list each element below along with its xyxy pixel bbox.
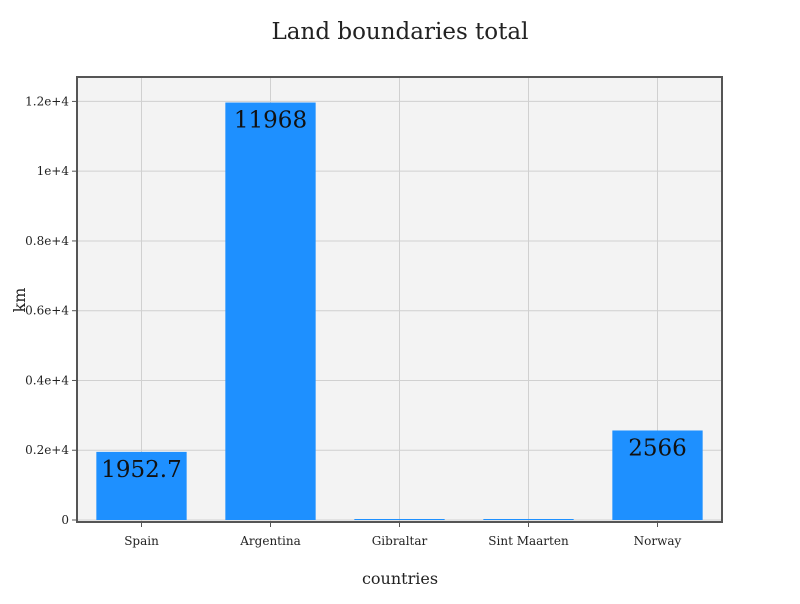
y-axis-ticks: 0 0.2e+4 0.4e+4 0.6e+4 0.8e+4 1e+4 1.2e+4 [25, 94, 77, 527]
x-axis-title: countries [362, 569, 438, 588]
x-tick-label: Gibraltar [372, 534, 428, 548]
chart-title: Land boundaries total [272, 19, 529, 45]
grid-lines [77, 77, 722, 522]
y-tick-label: 1e+4 [37, 164, 70, 178]
bars [96, 102, 703, 521]
y-tick-label: 1.2e+4 [25, 94, 69, 108]
bar-spain [96, 451, 187, 520]
x-tick-label: Sint Maarten [488, 534, 569, 548]
bar-argentina [225, 102, 316, 521]
y-tick-label: 0.4e+4 [25, 373, 69, 387]
y-tick-label: 0.6e+4 [25, 304, 69, 318]
data-label: 1952.7 [101, 457, 181, 483]
y-axis-title: km [10, 288, 29, 313]
x-axis-ticks: Spain Argentina Gibraltar Sint Maarten Norwa… [124, 522, 682, 548]
x-tick-label: Argentina [239, 534, 300, 548]
bar-norway [612, 430, 703, 520]
y-tick-label: 0.8e+4 [25, 234, 69, 248]
bar-gibraltar [354, 519, 445, 520]
y-tick-label: 0.2e+4 [25, 443, 69, 457]
data-labels: 1952.7 11968 2566 [101, 108, 687, 483]
bar-sint-maarten [483, 519, 574, 520]
y-tick-label: 0 [61, 513, 69, 527]
x-tick-label: Spain [124, 534, 159, 548]
x-tick-label: Norway [634, 534, 682, 548]
data-label: 2566 [628, 435, 687, 461]
data-label: 11968 [234, 108, 307, 134]
